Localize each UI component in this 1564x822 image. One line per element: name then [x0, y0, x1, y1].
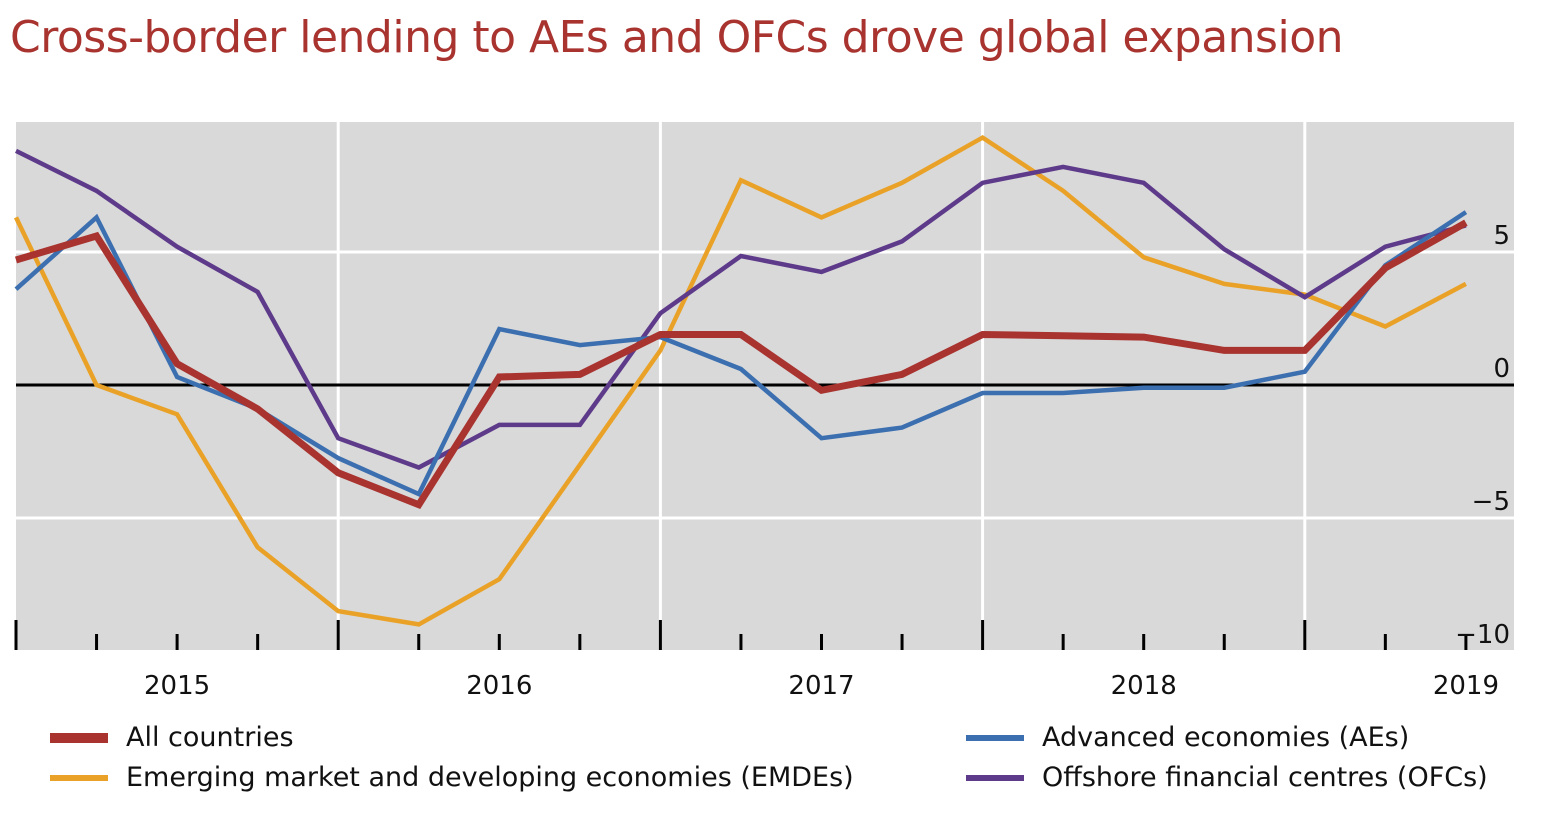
y-tick-label: −5: [1472, 487, 1510, 517]
legend-item-emdes: Emerging market and developing economies…: [50, 762, 854, 793]
chart-title: Cross-border lending to AEs and OFCs dro…: [10, 12, 1344, 63]
legend-label: Offshore financial centres (OFCs): [1042, 762, 1488, 793]
x-tick-label: 2016: [466, 671, 532, 701]
x-tick-labels: 2015 2016 2017 2018 2019: [144, 671, 1499, 701]
x-tick-label: 2015: [144, 671, 210, 701]
legend-item-aes: Advanced economies (AEs): [966, 722, 1409, 753]
y-tick-label: 5: [1493, 221, 1510, 251]
x-tick-label: 2019: [1433, 671, 1499, 701]
legend-swatch-ofcs: [966, 774, 1024, 781]
legend-label: Emerging market and developing economies…: [126, 762, 854, 793]
legend-item-ofcs: Offshore financial centres (OFCs): [966, 762, 1488, 793]
y-tick-label: 0: [1493, 354, 1510, 384]
y-tick-label: −10: [1455, 620, 1510, 650]
x-tick-label: 2017: [788, 671, 854, 701]
x-ticks: [14, 620, 1468, 650]
legend-label: All countries: [126, 722, 294, 753]
line-ofcs: [15, 148, 1467, 470]
legend-swatch-emdes: [50, 774, 108, 781]
legend-swatch-aes: [966, 734, 1024, 741]
legend-label: Advanced economies (AEs): [1042, 722, 1410, 753]
series-lines: [13, 134, 1468, 627]
legend-swatch-all-countries: [50, 732, 108, 743]
line-emdes: [13, 134, 1467, 627]
legend-item-all-countries: All countries: [50, 722, 294, 753]
x-tick-label: 2018: [1111, 671, 1177, 701]
y-tick-labels: 5 0 −5 −10: [1455, 221, 1510, 650]
line-all-countries: [15, 219, 1468, 510]
